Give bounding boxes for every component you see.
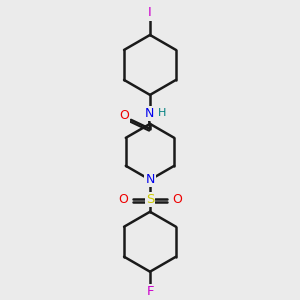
- Text: O: O: [118, 193, 128, 206]
- Text: O: O: [172, 193, 182, 206]
- Text: N: N: [144, 107, 154, 120]
- Text: H: H: [158, 108, 166, 118]
- Text: I: I: [148, 7, 152, 20]
- Text: O: O: [119, 110, 129, 122]
- Text: S: S: [146, 193, 154, 206]
- Text: F: F: [146, 285, 154, 298]
- Text: N: N: [145, 173, 155, 186]
